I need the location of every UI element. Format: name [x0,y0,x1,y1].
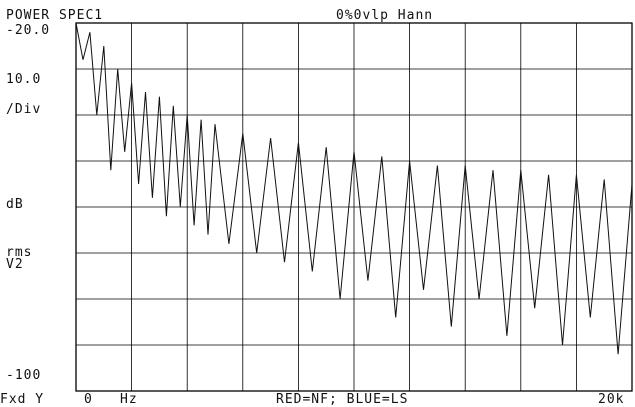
x-axis-unit: Hz [120,392,138,407]
y-unit-v2: V2 [6,257,24,272]
x-axis-prefix: Fxd Y [0,392,45,407]
header-averaging-window: 0%0vlp Hann [336,8,434,23]
y-bottom-label: -100 [6,368,42,383]
y-scale-unit: /Div [6,102,42,117]
grid-lines [76,23,632,391]
y-top-label: -20.0 [6,23,51,38]
spectrum-trace [75,22,633,355]
y-unit-rms: rms [6,245,33,260]
header-title: POWER SPEC1 [6,8,104,23]
y-scale-value: 10.0 [6,72,42,87]
x-axis-start: 0 [84,392,93,407]
x-axis-legend: RED=NF; BLUE=LS [276,392,409,407]
y-unit-db: dB [6,197,24,212]
x-axis-end: 20k [598,392,625,407]
